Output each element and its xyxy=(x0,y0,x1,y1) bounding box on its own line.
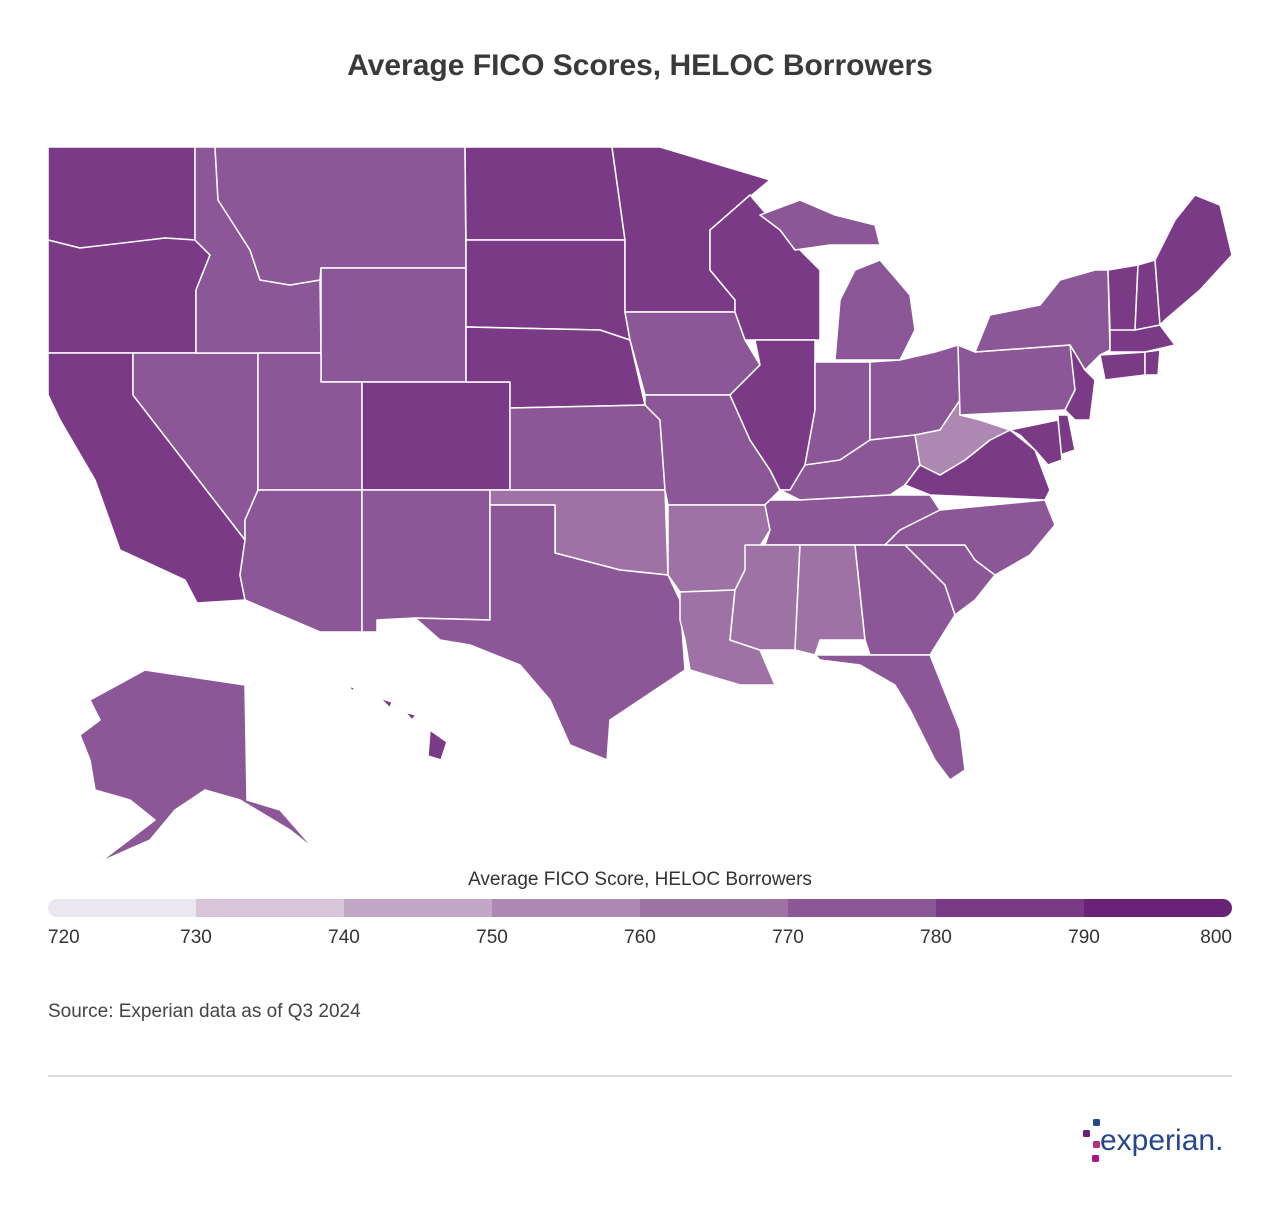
state xyxy=(1107,264,1139,331)
state xyxy=(794,544,866,656)
logo-dot xyxy=(1093,1119,1100,1126)
state xyxy=(814,654,966,781)
legend-tick-label: 780 xyxy=(920,927,952,948)
legend-tick-label: 790 xyxy=(1068,927,1100,948)
legend: 720 730 740 750 760 770 780 790 800 xyxy=(48,899,1232,948)
state xyxy=(320,267,467,383)
state xyxy=(509,404,666,491)
state xyxy=(957,344,1086,416)
legend-swatch xyxy=(788,899,936,917)
logo-dot xyxy=(1093,1141,1100,1148)
state xyxy=(1064,344,1096,421)
state xyxy=(1144,349,1161,376)
legend-tick-label: 730 xyxy=(180,927,212,948)
legend-swatch xyxy=(48,899,196,917)
state xyxy=(79,669,316,863)
state xyxy=(414,504,686,761)
state xyxy=(361,381,511,491)
logo: experian. xyxy=(1083,1119,1223,1162)
logo-dot xyxy=(1083,1130,1090,1137)
state xyxy=(884,499,1056,576)
source-note: Source: Experian data as of Q3 2024 xyxy=(48,1001,361,1022)
state xyxy=(47,146,196,249)
state xyxy=(464,146,626,241)
state xyxy=(1099,351,1146,381)
legend-tick-label: 760 xyxy=(624,927,656,948)
state xyxy=(914,399,1011,476)
map xyxy=(47,146,1233,863)
legend-tick-label: 740 xyxy=(328,927,360,948)
logo-dot xyxy=(1092,1155,1099,1162)
state xyxy=(1009,419,1063,466)
legend-tick-label: 770 xyxy=(772,927,804,948)
state xyxy=(759,199,916,361)
state xyxy=(361,489,491,633)
legend-swatch xyxy=(492,899,640,917)
logo-text: experian. xyxy=(1100,1124,1223,1157)
legend-swatch xyxy=(640,899,788,917)
legend-title: Average FICO Score, HELOC Borrowers xyxy=(468,869,812,890)
legend-swatch xyxy=(344,899,492,917)
legend-swatch xyxy=(1084,899,1232,917)
state xyxy=(465,239,631,341)
legend-swatch xyxy=(196,899,344,917)
legend-swatch xyxy=(936,899,1084,917)
state xyxy=(1154,194,1233,326)
chart-title: Average FICO Scores, HELOC Borrowers xyxy=(347,49,933,82)
legend-tick-label: 720 xyxy=(48,927,80,948)
legend-tick-label: 800 xyxy=(1200,927,1232,948)
state xyxy=(348,685,448,761)
legend-tick-label: 750 xyxy=(476,927,508,948)
state xyxy=(47,237,211,354)
